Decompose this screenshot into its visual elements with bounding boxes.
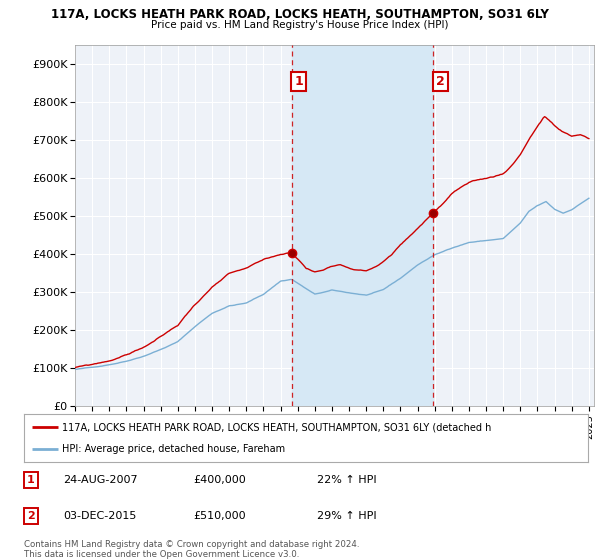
- Text: 117A, LOCKS HEATH PARK ROAD, LOCKS HEATH, SOUTHAMPTON, SO31 6LY (detached h: 117A, LOCKS HEATH PARK ROAD, LOCKS HEATH…: [62, 422, 492, 432]
- Text: £400,000: £400,000: [193, 475, 246, 486]
- Text: 24-AUG-2007: 24-AUG-2007: [64, 475, 138, 486]
- Bar: [292, 45, 433, 406]
- Text: HPI: Average price, detached house, Fareham: HPI: Average price, detached house, Fare…: [62, 444, 286, 454]
- Text: 1: 1: [27, 475, 35, 486]
- Text: 1: 1: [294, 75, 303, 88]
- Text: £510,000: £510,000: [193, 511, 246, 521]
- Text: 22% ↑ HPI: 22% ↑ HPI: [317, 475, 377, 486]
- Text: 117A, LOCKS HEATH PARK ROAD, LOCKS HEATH, SOUTHAMPTON, SO31 6LY: 117A, LOCKS HEATH PARK ROAD, LOCKS HEATH…: [51, 8, 549, 21]
- Text: 29% ↑ HPI: 29% ↑ HPI: [317, 511, 377, 521]
- Text: Price paid vs. HM Land Registry's House Price Index (HPI): Price paid vs. HM Land Registry's House …: [151, 20, 449, 30]
- Text: Contains HM Land Registry data © Crown copyright and database right 2024.
This d: Contains HM Land Registry data © Crown c…: [24, 540, 359, 559]
- Text: 2: 2: [27, 511, 35, 521]
- Text: 2: 2: [436, 75, 445, 88]
- Text: 03-DEC-2015: 03-DEC-2015: [64, 511, 137, 521]
